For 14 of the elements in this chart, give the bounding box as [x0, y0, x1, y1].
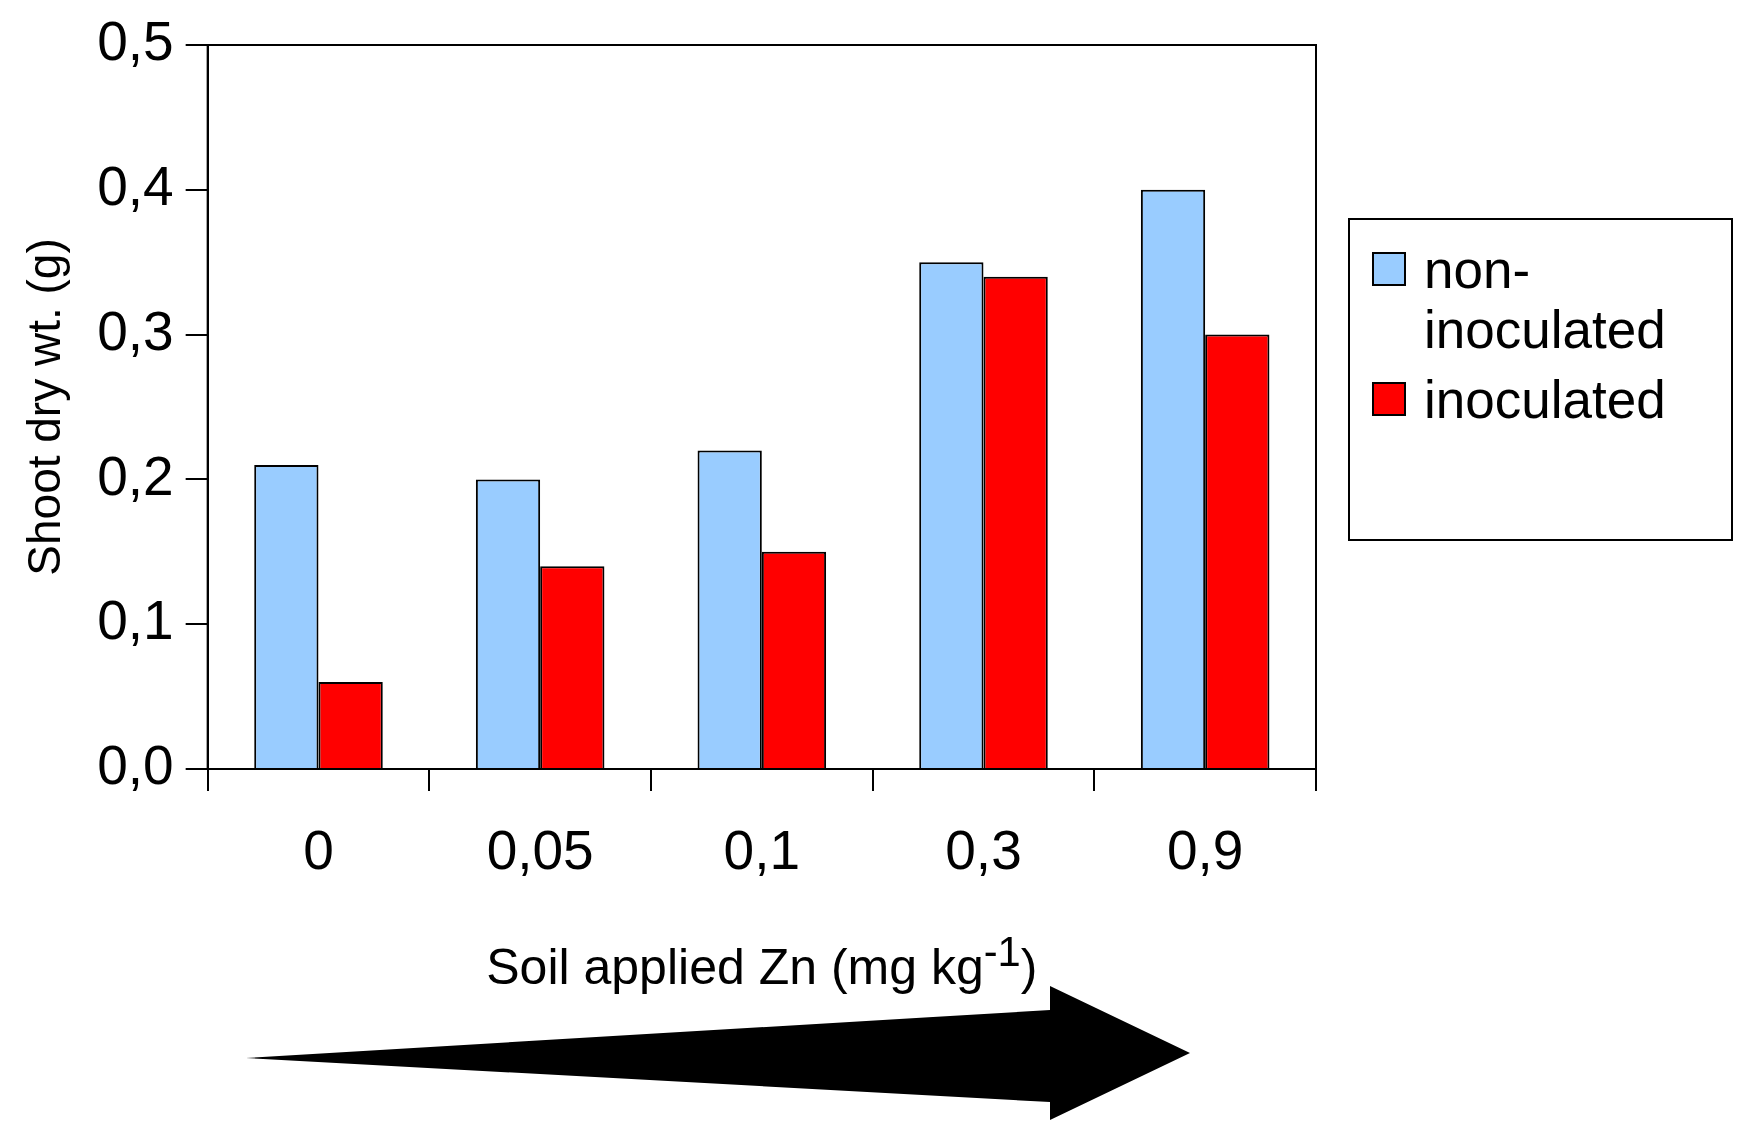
x-axis-title: Soil applied Zn (mg kg$^{-1}$): [486, 928, 1038, 996]
x-tick-label: 0,1: [723, 819, 801, 882]
y-tick-label: 0,3: [97, 299, 174, 362]
y-tick-label: 0,2: [97, 444, 174, 507]
y-tick-label: 0,5: [97, 10, 174, 73]
y-tick-label: 0,1: [97, 589, 174, 652]
x-tick-label: 0: [303, 819, 334, 882]
y-tick-label: 0,0: [97, 734, 174, 797]
legend-label: inoculated: [1424, 370, 1667, 430]
y-axis-title: Shoot dry wt. (g): [18, 238, 71, 576]
x-tick-label: 0,9: [1166, 819, 1244, 882]
y-tick-label: 0,4: [97, 154, 174, 217]
x-tick-label: 0,3: [945, 819, 1022, 882]
x-tick-label: 0,05: [486, 819, 594, 882]
